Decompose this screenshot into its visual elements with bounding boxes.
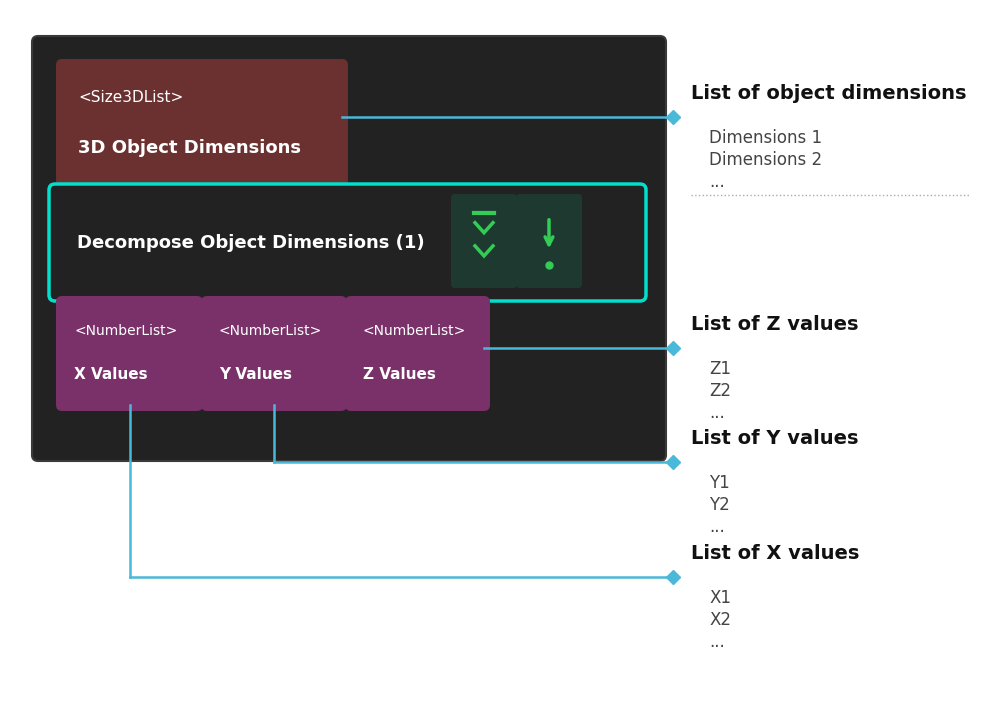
Text: ...: ... <box>709 173 725 191</box>
Text: Dimensions 2: Dimensions 2 <box>709 151 822 169</box>
Text: Y1: Y1 <box>709 474 730 492</box>
FancyBboxPatch shape <box>56 296 203 411</box>
Text: <Size3DList>: <Size3DList> <box>78 90 183 105</box>
FancyBboxPatch shape <box>56 59 348 186</box>
Text: ...: ... <box>709 518 725 536</box>
Text: ...: ... <box>709 404 725 422</box>
Text: <NumberList>: <NumberList> <box>363 324 466 338</box>
FancyBboxPatch shape <box>201 296 347 411</box>
Text: List of object dimensions: List of object dimensions <box>691 83 966 103</box>
FancyBboxPatch shape <box>32 36 666 461</box>
FancyBboxPatch shape <box>516 194 582 288</box>
Text: List of X values: List of X values <box>691 544 859 563</box>
FancyBboxPatch shape <box>451 194 517 288</box>
Text: Y2: Y2 <box>709 496 730 514</box>
FancyBboxPatch shape <box>345 296 490 411</box>
Text: Y Values: Y Values <box>219 367 292 382</box>
Text: 3D Object Dimensions: 3D Object Dimensions <box>78 139 301 157</box>
Text: Decompose Object Dimensions (1): Decompose Object Dimensions (1) <box>77 233 425 252</box>
Text: ...: ... <box>709 633 725 651</box>
Text: X Values: X Values <box>74 367 148 382</box>
Text: X1: X1 <box>709 589 731 607</box>
Text: <NumberList>: <NumberList> <box>74 324 177 338</box>
Text: X2: X2 <box>709 611 731 629</box>
Text: Z2: Z2 <box>709 382 731 400</box>
Text: List of Z values: List of Z values <box>691 315 859 334</box>
Text: Dimensions 1: Dimensions 1 <box>709 129 822 147</box>
Text: Z Values: Z Values <box>363 367 436 382</box>
Text: List of Y values: List of Y values <box>691 429 859 448</box>
FancyBboxPatch shape <box>49 184 646 301</box>
Text: <NumberList>: <NumberList> <box>219 324 322 338</box>
Text: Z1: Z1 <box>709 361 731 378</box>
